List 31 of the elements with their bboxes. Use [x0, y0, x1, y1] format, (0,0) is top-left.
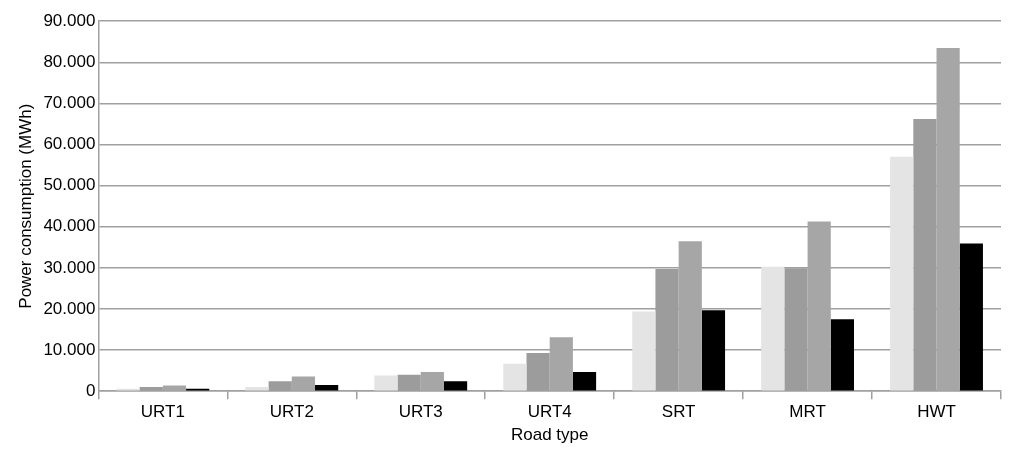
- bar: [959, 243, 983, 391]
- x-tick-label: URT2: [269, 402, 314, 422]
- bar: [245, 387, 269, 391]
- y-tick-label: 60.000: [43, 134, 96, 154]
- x-tick-label: MRT: [789, 402, 826, 422]
- y-tick-label: 50.000: [43, 175, 96, 195]
- bar: [374, 375, 398, 391]
- bar: [761, 266, 785, 391]
- x-tick-label: URT3: [398, 402, 443, 422]
- y-tick-label: 90.000: [43, 10, 96, 30]
- y-tick-label: 10.000: [43, 339, 96, 359]
- y-tick-label: 70.000: [43, 93, 96, 113]
- y-tick-label: 20.000: [43, 298, 96, 318]
- y-tick-label: 80.000: [43, 52, 96, 71]
- x-tick-label: URT4: [527, 402, 572, 422]
- bar: [830, 319, 855, 391]
- x-axis-title: Road type: [510, 425, 589, 445]
- y-tick-label: 30.000: [43, 257, 96, 277]
- bar: [701, 310, 726, 391]
- bar: [503, 363, 527, 391]
- y-tick-label: 40.000: [43, 216, 96, 236]
- bar: [890, 156, 914, 391]
- x-tick-label: HWT: [917, 402, 956, 422]
- x-tick-label: URT1: [140, 402, 185, 422]
- bar: [572, 371, 597, 391]
- bar: [315, 385, 339, 391]
- bar: [632, 311, 656, 391]
- y-axis-title: Power consumption (MWh): [15, 103, 35, 309]
- bar: [443, 381, 468, 391]
- y-tick-label: 0: [85, 380, 96, 400]
- x-tick-label: SRT: [661, 402, 696, 422]
